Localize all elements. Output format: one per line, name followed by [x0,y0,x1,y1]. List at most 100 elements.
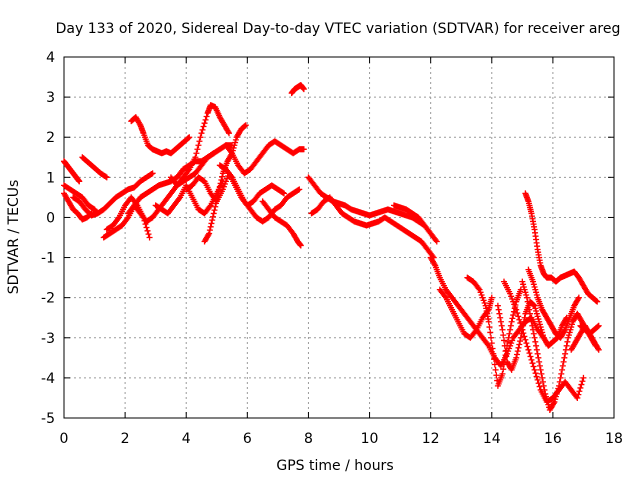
data-point [281,190,287,197]
data-point [176,195,183,202]
data-point [595,346,602,353]
data-point [531,366,538,373]
data-point [523,294,530,301]
data-point [206,230,213,237]
data-point [529,322,536,329]
data-point [565,332,572,339]
chart-title: Day 133 of 2020, Sidereal Day-to-day VTE… [56,21,621,37]
data-point [209,213,216,220]
data-point [530,326,537,333]
data-point [531,334,538,341]
plot-frame [63,56,615,419]
data-point [217,180,224,187]
data-point [226,130,232,137]
y-tick-label: -2 [41,291,55,307]
x-tick-label: 14 [483,431,501,447]
data-point [565,334,572,341]
data-point [199,126,206,133]
data-point [490,350,497,357]
data-point [575,294,582,301]
y-tick-label: 3 [46,90,55,106]
data-point [521,286,528,293]
data-point [536,383,543,390]
x-tick-label: 2 [121,431,130,447]
data-point [493,372,500,379]
data-point [502,348,509,355]
data-point [533,308,540,315]
data-point [201,120,208,127]
data-point [496,310,503,317]
data-point [541,386,548,393]
data-point [503,353,510,360]
data-point [196,138,203,145]
data-point [509,296,516,303]
data-point [231,142,238,149]
data-point [579,378,586,385]
data-point [536,318,543,325]
data-point [488,294,495,301]
data-point [563,342,570,349]
series-pass-01 [61,158,83,185]
data-point [213,197,220,204]
data-point [501,337,507,344]
series-pass-28 [525,266,582,341]
data-point [526,310,533,317]
data-point [222,178,229,185]
data-point [508,340,515,347]
data-point [198,130,205,137]
data-point [228,148,235,155]
data-point [594,298,601,305]
data-point [499,370,506,377]
data-point [506,330,513,337]
data-point [501,342,508,349]
data-point [203,113,210,120]
data-point [536,358,543,365]
y-tick-label: 2 [46,130,55,146]
data-point [492,366,499,373]
data-point [507,322,514,329]
data-point [530,281,537,288]
data-point [297,242,304,249]
x-tick-label: 12 [422,431,440,447]
data-point [523,340,530,347]
data-series [61,82,602,413]
data-point [515,344,522,351]
data-point [478,291,485,298]
data-point [524,298,531,305]
series-pass-12 [183,170,287,209]
data-point [533,291,540,298]
data-point [193,150,200,157]
data-point [531,302,538,309]
data-point [491,361,498,368]
series-pass-16 [259,198,304,249]
data-point [512,304,519,311]
data-point [216,183,223,190]
data-point [535,380,542,387]
data-point [514,348,521,355]
series-pass-08 [128,114,193,157]
data-point [537,366,544,373]
data-point [497,314,504,321]
data-point [504,338,511,345]
data-point [559,366,566,373]
data-point [562,350,569,357]
data-point [500,332,507,339]
data-point [494,302,501,309]
data-point [521,333,528,340]
data-point [539,332,546,339]
data-point [185,167,192,174]
data-point [508,318,515,325]
data-point [530,363,537,370]
data-point [523,291,530,298]
data-point [564,338,571,345]
data-point [232,136,239,143]
data-point [136,120,143,127]
data-point [148,170,155,177]
data-point [531,283,538,290]
data-point [143,224,150,231]
data-point [475,285,482,292]
data-point [209,217,216,224]
data-point [516,316,523,323]
